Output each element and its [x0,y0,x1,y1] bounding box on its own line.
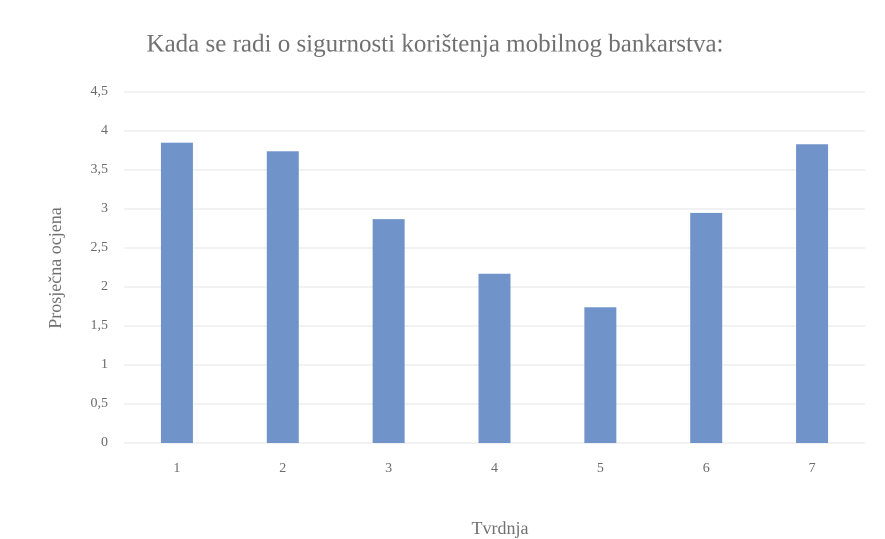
y-tick-label: 3 [101,201,108,216]
x-tick-label: 7 [809,461,816,476]
x-tick-label: 2 [279,461,286,476]
y-tick-label: 0,5 [91,396,109,411]
bar [160,142,193,443]
y-tick-label: 4 [101,123,108,138]
x-tick-label: 4 [491,461,498,476]
y-tick-label: 1 [101,357,108,372]
x-tick-label: 6 [703,461,710,476]
y-tick-label: 1,5 [91,318,109,333]
x-axis-label: Tvrdnja [472,518,529,538]
bar [690,212,723,443]
bar [266,151,299,443]
y-tick-label: 4,5 [91,84,109,99]
bar [584,307,617,443]
y-tick-label: 2,5 [91,240,109,255]
y-tick-label: 2 [101,279,108,294]
y-tick-label: 3,5 [91,162,109,177]
x-tick-label: 1 [173,461,180,476]
bar [372,219,405,443]
x-tick-label: 3 [385,461,392,476]
chart-title: Kada se radi o sigurnosti korištenja mob… [147,31,724,58]
y-axis-label: Prosječna ocjena [45,207,65,328]
x-tick-label: 5 [597,461,604,476]
bar [796,144,829,443]
y-tick-label: 0 [101,435,108,450]
bar [478,273,511,443]
